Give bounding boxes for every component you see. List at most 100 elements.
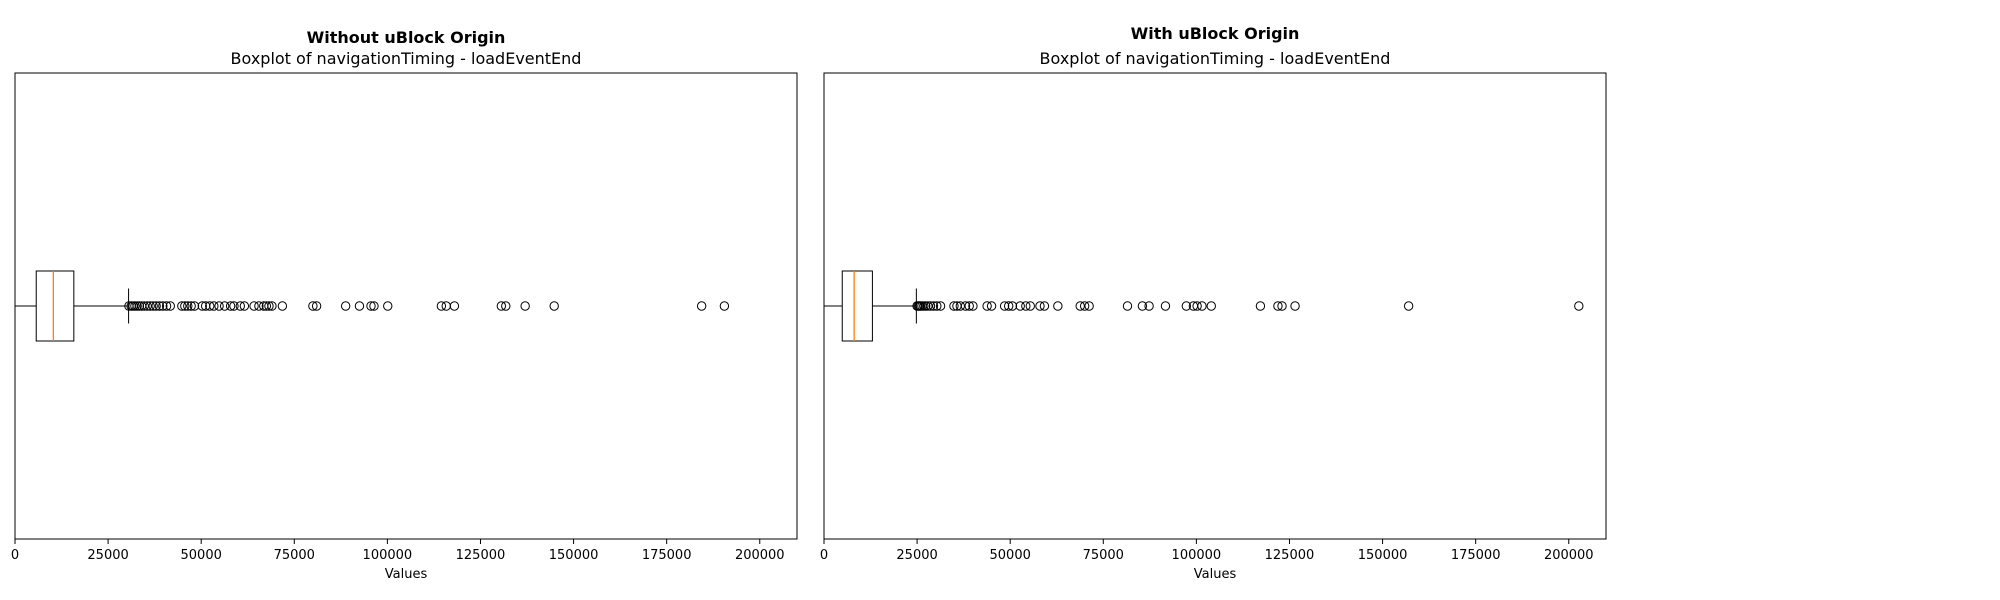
x-tick-label: 175000 xyxy=(1451,548,1501,563)
outlier-point xyxy=(920,301,931,311)
outlier-point xyxy=(235,301,245,311)
plot-frame xyxy=(823,72,1607,540)
outlier-point xyxy=(1007,301,1018,311)
outlier-point xyxy=(186,301,196,311)
iqr-box xyxy=(35,270,75,342)
outlier-point xyxy=(249,301,259,311)
outlier-point xyxy=(219,301,230,311)
outlier-point xyxy=(999,301,1010,311)
outlier-point xyxy=(1122,301,1133,311)
x-tick-label: 100000 xyxy=(363,548,413,563)
outlier-point xyxy=(949,301,959,311)
outlier-point xyxy=(436,301,447,311)
outlier-point xyxy=(142,301,152,311)
outlier-point xyxy=(968,301,978,311)
x-tick-label: 75000 xyxy=(1083,548,1124,563)
x-tick-label: 25000 xyxy=(87,548,128,563)
outlier-point xyxy=(964,301,974,311)
x-axis-ticks: 0 25000 50000 75000 100000 125000 150000 175000… xyxy=(820,539,1594,563)
x-axis-label: Values xyxy=(385,567,428,582)
outlier-point xyxy=(496,301,507,311)
outlier-point xyxy=(549,301,559,311)
outlier-point xyxy=(986,301,997,311)
outlier-point xyxy=(261,301,272,311)
x-tick-label: 75000 xyxy=(274,548,315,563)
panel-without-ublock: Without uBlock Origin Boxplot of navigat… xyxy=(11,28,798,582)
outliers xyxy=(912,301,1584,311)
outlier-point xyxy=(209,301,219,311)
outlier-point xyxy=(449,301,460,311)
outlier-point xyxy=(225,301,236,311)
outlier-point xyxy=(161,301,172,311)
outlier-point xyxy=(1273,301,1283,311)
outlier-point xyxy=(340,301,351,311)
outlier-point xyxy=(1084,301,1094,311)
x-tick-label: 150000 xyxy=(549,548,599,563)
x-tick-label: 50000 xyxy=(181,548,222,563)
panel-with-ublock: With uBlock Origin Boxplot of navigation… xyxy=(820,24,1607,582)
outlier-point xyxy=(154,301,165,311)
outlier-point xyxy=(1290,301,1300,311)
outlier-point xyxy=(1277,301,1287,311)
x-axis-label: Values xyxy=(1194,567,1237,582)
outlier-point xyxy=(925,301,936,311)
x-tick-label: 200000 xyxy=(735,548,785,563)
x-tick-label: 50000 xyxy=(990,548,1031,563)
outlier-point xyxy=(134,301,145,311)
x-tick-label: 125000 xyxy=(456,548,506,563)
outlier-point xyxy=(267,301,277,311)
outlier-point xyxy=(1039,301,1050,311)
outlier-point xyxy=(1197,301,1207,311)
outlier-point xyxy=(1192,301,1202,311)
outlier-point xyxy=(189,301,200,311)
outlier-point xyxy=(132,301,142,311)
outlier-point xyxy=(308,301,318,311)
outlier-point xyxy=(923,301,933,311)
chart-subtitle: Boxplot of navigationTiming - loadEventE… xyxy=(231,49,582,68)
x-tick-label: 175000 xyxy=(642,548,692,563)
outlier-point xyxy=(1021,301,1031,311)
outlier-point xyxy=(139,301,149,311)
outlier-point xyxy=(441,301,451,311)
outlier-point xyxy=(1137,301,1148,311)
outlier-point xyxy=(1255,301,1266,311)
iqr-box xyxy=(841,270,873,342)
outlier-point xyxy=(151,301,161,311)
x-axis-ticks: 0 25000 50000 75000 100000 125000 150000 175000… xyxy=(11,539,785,563)
outlier-point xyxy=(1075,301,1085,311)
outlier-point xyxy=(928,301,939,311)
outlier-point xyxy=(158,301,168,311)
outlier-point xyxy=(719,301,730,311)
outlier-point xyxy=(1053,301,1063,311)
outlier-point xyxy=(264,301,274,311)
outlier-point xyxy=(311,301,322,311)
chart-title: With uBlock Origin xyxy=(1131,24,1300,43)
outlier-point xyxy=(935,301,946,311)
outlier-point xyxy=(1181,301,1192,311)
outlier-point xyxy=(696,301,707,311)
outlier-point xyxy=(1403,301,1414,311)
outlier-point xyxy=(180,301,190,311)
chart-subtitle: Boxplot of navigationTiming - loadEventE… xyxy=(1040,49,1391,68)
outlier-point xyxy=(520,301,530,311)
outlier-point xyxy=(229,301,239,311)
x-tick-label: 200000 xyxy=(1544,548,1594,563)
outlier-point xyxy=(183,301,193,311)
outlier-point xyxy=(960,301,971,311)
outlier-point xyxy=(982,301,992,311)
outlier-point xyxy=(1206,301,1216,311)
outlier-point xyxy=(214,301,224,311)
box-plot xyxy=(14,270,130,342)
outlier-point xyxy=(177,301,187,311)
x-tick-label: 0 xyxy=(820,548,828,563)
x-tick-label: 150000 xyxy=(1358,548,1408,563)
outlier-point xyxy=(205,301,215,311)
outlier-point xyxy=(383,301,393,311)
outlier-point xyxy=(932,301,942,311)
outlier-point xyxy=(1079,301,1090,311)
outlier-point xyxy=(366,301,376,311)
x-tick-label: 0 xyxy=(11,548,19,563)
outlier-point xyxy=(1144,301,1154,311)
outlier-point xyxy=(1025,301,1035,311)
